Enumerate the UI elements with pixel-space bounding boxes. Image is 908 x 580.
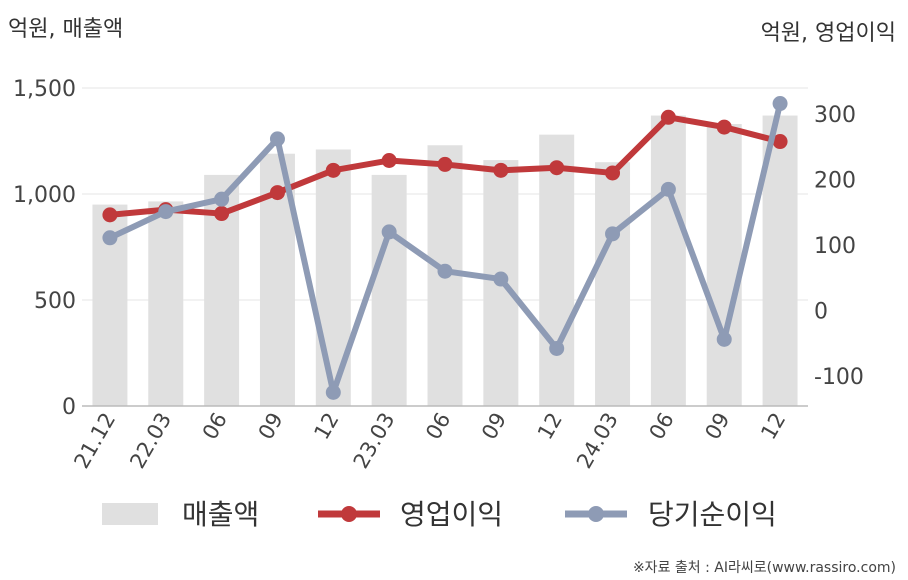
x-tick-label: 12 [309, 409, 343, 444]
net-income-point [214, 191, 230, 207]
x-tick-label: 09 [477, 409, 511, 444]
x-tick-label: 06 [421, 409, 455, 444]
operating-profit-point [660, 109, 676, 125]
left-tick-label: 1,000 [13, 183, 76, 208]
left-tick-label: 1,500 [13, 77, 76, 102]
legend-marker-net-income [588, 506, 604, 522]
x-tick-label: 23.03 [349, 409, 400, 473]
left-axis-ticks: 0 500 1,000 1,500 [13, 77, 76, 420]
x-tick-label: 09 [254, 409, 288, 444]
revenue-bar [148, 201, 184, 406]
x-tick-label: 21.12 [69, 409, 120, 473]
net-income-point [605, 226, 621, 242]
net-income-point [381, 224, 397, 240]
revenue-bars [92, 115, 798, 407]
x-tick-label: 24.03 [572, 409, 623, 473]
revenue-bar [650, 115, 686, 406]
net-income-point [269, 131, 285, 147]
net-income-point [493, 271, 509, 287]
profit-lines [102, 96, 788, 400]
net-income-point [325, 384, 341, 400]
right-axis-unit: 억원, 영업이익 [761, 21, 896, 46]
operating-profit-point [102, 207, 118, 223]
legend-label-operating-profit: 영업이익 [400, 498, 503, 531]
right-tick-label: 300 [814, 103, 856, 128]
net-income-point [716, 331, 732, 347]
x-tick-label: 12 [533, 409, 567, 444]
legend-label-revenue: 매출액 [182, 498, 259, 531]
left-tick-label: 0 [62, 395, 76, 420]
revenue-bar [315, 149, 351, 407]
operating-profit-point [605, 165, 621, 181]
x-tick-label: 06 [198, 409, 232, 444]
operating-profit-point [214, 206, 230, 222]
right-axis-ticks: -100 0 100 200 300 [814, 103, 864, 390]
net-income-point [437, 263, 453, 279]
operating-profit-point [437, 156, 453, 172]
x-tick-label: 06 [645, 409, 679, 444]
right-tick-label: 0 [814, 300, 828, 325]
source-note: ※자료 출처 : AI라씨로(www.rassiro.com) [633, 560, 896, 576]
legend-marker-operating-profit [341, 506, 357, 522]
operating-profit-point [549, 160, 565, 176]
operating-profit-point [381, 153, 397, 169]
net-income-point [660, 181, 676, 197]
revenue-bar [595, 162, 631, 406]
net-income-point [549, 340, 565, 356]
operating-profit-point [269, 185, 285, 201]
legend-label-net-income: 당기순이익 [648, 498, 777, 531]
left-axis-unit: 억원, 매출액 [8, 17, 123, 42]
x-tick-label: 12 [756, 409, 790, 444]
net-income-point [102, 230, 118, 246]
operating-profit-point [716, 119, 732, 135]
legend-swatch-revenue [102, 503, 158, 525]
operating-profit-point [493, 162, 509, 178]
right-tick-label: 200 [814, 169, 856, 194]
operating-profit-point [325, 162, 341, 178]
x-axis-ticks: 21.12 22.03 06 09 12 23.03 06 09 12 24.03 06 09 12 [69, 409, 790, 473]
legend: 매출액 영업이익 당기순이익 [102, 498, 777, 531]
x-tick-label: 22.03 [125, 409, 176, 473]
revenue-bar [539, 134, 575, 406]
revenue-bar [706, 124, 742, 406]
net-income-point [772, 96, 788, 112]
left-tick-label: 500 [34, 289, 76, 314]
revenue-bar [371, 174, 407, 406]
x-tick-label: 09 [700, 409, 734, 444]
operating-profit-point [772, 134, 788, 150]
right-tick-label: -100 [814, 365, 864, 390]
right-tick-label: 100 [814, 234, 856, 259]
net-income-point [158, 204, 174, 220]
